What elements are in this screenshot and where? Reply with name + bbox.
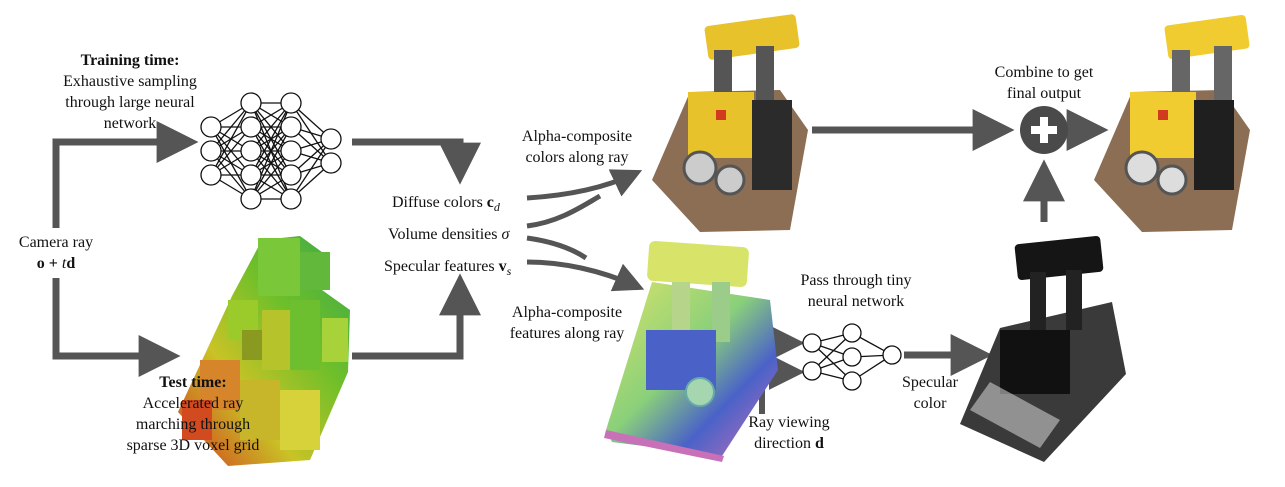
diffuse-colors-subscript: d [493,200,500,214]
view-direction-line-2: direction [754,435,811,452]
composite-colors-line-2: colors along ray [525,149,629,166]
test-time-label: Test time: Accelerated ray marching thro… [88,372,298,456]
training-line-1: Exhaustive sampling [63,73,197,90]
diffuse-colors-label: Diffuse colors cd [392,192,500,214]
volume-densities-label: Volume densities σ [388,224,509,245]
specular-color-line-1: Specular [902,374,958,391]
small-neural-network-icon [802,323,902,391]
specular-color-label: Specular color [890,372,970,414]
network-node [280,188,302,210]
tiny-net-line-2: neural network [807,293,905,310]
specular-features-text: Specular features [384,258,495,275]
network-node [280,116,302,138]
final-output-image [1094,14,1250,232]
network-node [842,323,862,343]
network-edge [250,102,292,176]
network-node [802,333,822,353]
network-node [240,140,262,162]
arrow-sigma-split-top [526,193,602,229]
specular-color-image [960,236,1126,462]
network-node [842,371,862,391]
network-node [842,347,862,367]
specular-features-label: Specular features vs [384,256,511,278]
network-edge [210,102,252,176]
arrow-camera-to-test [52,278,181,377]
arrow-diffuse-to-composite [526,169,643,201]
camera-ray-label: Camera ray o + td [4,232,108,274]
composite-colors-line-1: Alpha-composite [521,128,633,145]
plus-circle-icon [1020,106,1068,154]
network-node [240,164,262,186]
test-title: Test time: [159,374,227,391]
diffuse-render-image [652,14,808,232]
training-title: Training time: [80,52,180,69]
view-direction-line-1: Ray viewing [748,414,830,431]
camera-ray-text: Camera ray [18,234,94,251]
combine-line-2: final output [1006,85,1082,102]
voxel-grid-image [178,236,350,466]
neural-network-icon [200,92,342,210]
network-node [320,128,342,150]
network-edge [250,126,292,200]
diffuse-colors-symbol: c [486,194,494,211]
tiny-net-line-1: Pass through tiny [800,272,912,289]
test-line-3: sparse 3D voxel grid [126,437,260,454]
network-node [802,361,822,381]
network-node [240,92,262,114]
network-node [200,164,222,186]
combine-label: Combine to get final output [964,62,1124,104]
network-node [200,116,222,138]
arrow-sigma-split-bottom [526,235,588,261]
training-time-label: Training time: Exhaustive sampling throu… [40,50,220,134]
network-node [240,188,262,210]
network-node [240,116,262,138]
test-line-1: Accelerated ray [142,395,244,412]
combine-line-1: Combine to get [994,64,1094,81]
diffuse-colors-text: Diffuse colors [392,194,483,211]
network-node [280,92,302,114]
test-line-2: marching through [135,416,251,433]
specular-features-subscript: s [506,264,512,278]
network-edge [290,138,332,200]
network-node [280,140,302,162]
arrow-net-to-outputs [352,138,481,185]
volume-densities-symbol: σ [501,226,510,243]
arrow-camera-to-training [52,121,199,228]
composite-features-line-2: features along ray [509,325,625,342]
view-direction-label: Ray viewing direction d [734,412,844,454]
specular-color-line-2: color [913,395,947,412]
volume-densities-text: Volume densities [388,226,498,243]
specular-features-symbol: v [498,258,507,275]
network-node [882,345,902,365]
training-line-3: network [103,115,157,132]
camera-ray-formula: o + td [36,255,76,272]
arrow-specular-to-composite [526,259,645,292]
composite-features-line-1: Alpha-composite [511,304,623,321]
composite-features-label: Alpha-composite features along ray [492,302,642,344]
specular-features-image [604,240,778,462]
view-direction-symbol: d [814,435,824,452]
tiny-net-label: Pass through tiny neural network [776,270,936,312]
composite-colors-label: Alpha-composite colors along ray [504,126,650,168]
network-node [200,140,222,162]
arrow-voxels-to-outputs [352,273,481,360]
network-node [320,152,342,174]
network-node [280,164,302,186]
training-line-2: through large neural [65,94,195,111]
